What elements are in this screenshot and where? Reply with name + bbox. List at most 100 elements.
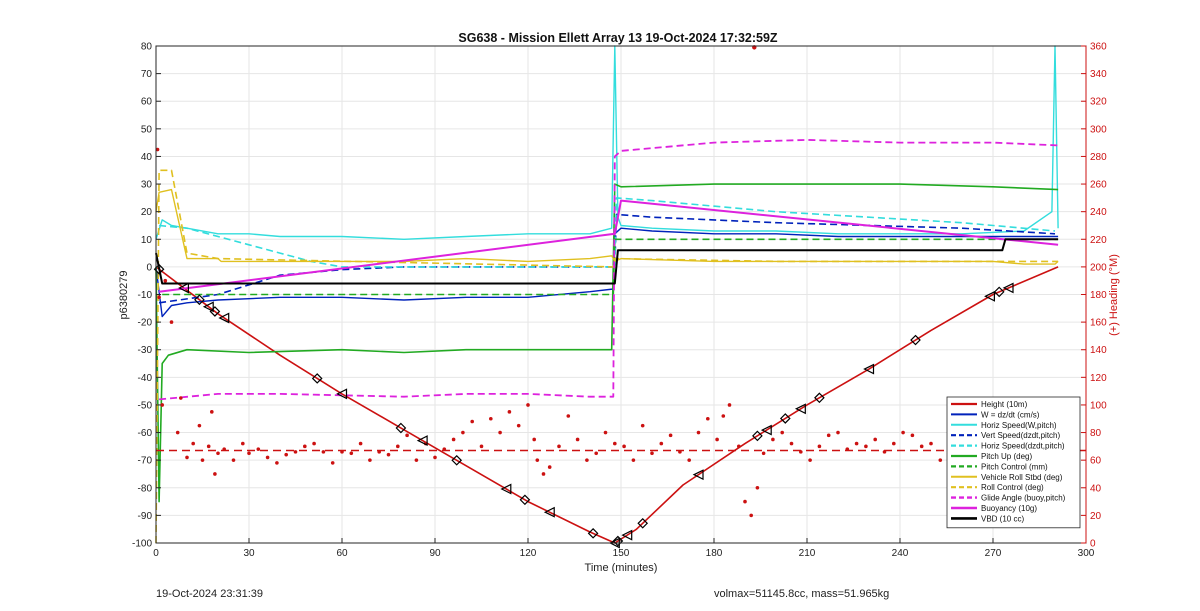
y2-tick-label: 220 [1090, 235, 1107, 246]
depth-marker [416, 435, 428, 447]
heading-point [479, 444, 484, 449]
heading-point [737, 444, 741, 449]
legend-box [946, 396, 1081, 529]
heading-point [622, 444, 626, 449]
heading-point [179, 396, 183, 400]
heading-point [687, 458, 691, 462]
heading-point [206, 444, 211, 449]
y-tick-label: -70 [138, 456, 153, 467]
heading-point [845, 447, 850, 451]
depth-marker [336, 388, 348, 400]
heading-point [882, 450, 887, 454]
heading-point [678, 450, 682, 454]
depth-marker [202, 301, 214, 313]
legend-label: Buoyancy (10g) [981, 504, 1037, 513]
y2-tick-label: 40 [1090, 483, 1102, 494]
y-tick-label: 70 [141, 69, 153, 80]
heading-point [358, 441, 363, 446]
heading-point [761, 451, 766, 456]
y-tick-label: -60 [138, 428, 153, 439]
depth-marker [1002, 282, 1014, 294]
heading-point [715, 437, 719, 442]
heading-point [231, 458, 236, 462]
heading-point [631, 458, 636, 462]
legend-label: Vehicle Roll Stbd (deg) [981, 473, 1063, 482]
legend-label: Pitch Up (deg) [981, 452, 1032, 461]
heading-point [727, 403, 732, 407]
x-tick-label: 30 [243, 548, 255, 559]
y-ticks: -100-90-80-70-60-50-40-30-20-10010203040… [132, 42, 161, 550]
legend: Height (10m)W = dz/dt (cm/s) Horiz Speed(… [946, 396, 1081, 529]
heading-point [498, 430, 502, 435]
y-tick-label: -10 [138, 290, 153, 301]
legend-label: Horiz Speed(W,pitch) [981, 421, 1057, 430]
y-tick-label: 50 [141, 124, 153, 135]
heading-point [873, 437, 877, 442]
heading-point [919, 444, 924, 449]
heading-point [340, 450, 344, 454]
y-axis-label: p6380279 [118, 271, 130, 320]
x-tick-label: 0 [153, 548, 159, 559]
heading-point [451, 437, 456, 442]
depth-marker [760, 424, 772, 436]
heading-point [864, 444, 868, 449]
heading-point [442, 447, 447, 451]
heading-point [696, 430, 701, 435]
y-tick-label: 10 [141, 235, 153, 246]
heading-point [312, 441, 316, 446]
heading-point [155, 147, 160, 152]
heading-point [216, 451, 220, 456]
x-tick-label: 240 [892, 548, 909, 559]
heading-point [433, 455, 437, 460]
depth-marker [543, 506, 555, 518]
heading-point [566, 414, 571, 418]
heading-point [163, 278, 168, 283]
depth-marker [209, 306, 221, 317]
depth-marker [637, 517, 649, 529]
y2-ticks: 0 20 40 60 80 100 120 140 160 180 200 220 240 260 280 3… [1081, 42, 1107, 550]
heading-point [892, 441, 896, 446]
heading-point [507, 410, 512, 414]
series-vbd-10-cc- [155, 238, 1059, 285]
heading-point [585, 458, 589, 462]
y-tick-label: -80 [138, 483, 153, 494]
depth-marker [451, 454, 463, 466]
depth-marker [218, 312, 230, 324]
y-tick-label: 0 [146, 262, 152, 273]
legend-label: Roll Control (deg) [981, 483, 1044, 492]
heading-point [516, 423, 521, 428]
heading-point [929, 441, 933, 446]
y-tick-label: 80 [141, 42, 153, 53]
heading-point [836, 430, 840, 435]
heading-point [557, 444, 561, 449]
heading-point [405, 433, 409, 438]
x-tick-label: 300 [1078, 548, 1095, 559]
heading-point [200, 458, 205, 462]
depth-marker [311, 373, 323, 384]
heading-point [284, 452, 289, 457]
y2-tick-label: 360 [1090, 42, 1107, 53]
depth-marker [692, 469, 704, 481]
heading-point [175, 430, 180, 435]
chart-title: SG638 - Mission Ellett Array 13 19-Oct-2… [458, 31, 777, 45]
depth-marker [993, 286, 1005, 298]
y-tick-label: -100 [132, 539, 152, 550]
y2-tick-label: 0 [1090, 539, 1096, 550]
x-tick-label: 90 [429, 548, 441, 559]
y2-tick-label: 140 [1090, 345, 1107, 356]
heading-point [256, 447, 261, 451]
depth-marker [814, 392, 825, 404]
heading-point [650, 451, 654, 456]
heading-point [210, 410, 214, 414]
depth-marker [779, 413, 791, 424]
heading-point [213, 472, 217, 476]
y2-tick-label: 160 [1090, 318, 1107, 329]
heading-point [938, 458, 943, 462]
heading-point [668, 433, 673, 438]
heading-point [396, 444, 400, 449]
y2-tick-label: 260 [1090, 180, 1107, 191]
series-vehicle-roll-stbd-deg- [155, 188, 1059, 265]
y-tick-label: -40 [138, 373, 153, 384]
footer-volmax-mass: volmax=51145.8cc, mass=51.965kg [714, 588, 890, 600]
heading-point [169, 320, 174, 324]
